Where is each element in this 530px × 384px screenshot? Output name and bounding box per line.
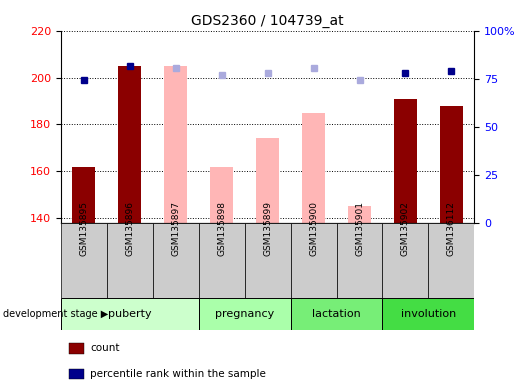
Text: count: count [90, 343, 119, 353]
Bar [245, 223, 290, 298]
Bar [69, 369, 84, 379]
Bar [256, 138, 279, 223]
Text: GSM135898: GSM135898 [217, 202, 226, 257]
Bar [337, 223, 383, 298]
Bar [153, 223, 199, 298]
Text: lactation: lactation [312, 309, 361, 319]
Bar [383, 298, 474, 330]
Text: GSM135896: GSM135896 [126, 202, 134, 257]
Text: involution: involution [401, 309, 456, 319]
Bar [290, 223, 337, 298]
Bar [61, 223, 107, 298]
Text: development stage ▶: development stage ▶ [3, 309, 108, 319]
Text: GSM135900: GSM135900 [309, 202, 318, 257]
Text: GSM135897: GSM135897 [171, 202, 180, 257]
Bar [210, 167, 233, 223]
Bar [428, 223, 474, 298]
Bar [107, 223, 153, 298]
Bar [440, 106, 463, 223]
Text: GSM135902: GSM135902 [401, 202, 410, 257]
Bar [199, 223, 245, 298]
Bar [61, 298, 199, 330]
Bar [348, 206, 371, 223]
Title: GDS2360 / 104739_at: GDS2360 / 104739_at [191, 14, 344, 28]
Text: GSM136112: GSM136112 [447, 202, 456, 257]
Bar [164, 66, 187, 223]
Text: GSM135901: GSM135901 [355, 202, 364, 257]
Bar [118, 66, 142, 223]
Text: percentile rank within the sample: percentile rank within the sample [90, 369, 266, 379]
Bar [69, 343, 84, 354]
Text: pregnancy: pregnancy [215, 309, 275, 319]
Text: GSM135899: GSM135899 [263, 202, 272, 257]
Bar [290, 298, 383, 330]
Bar [383, 223, 428, 298]
Text: GSM135895: GSM135895 [80, 202, 89, 257]
Bar [302, 113, 325, 223]
Text: puberty: puberty [108, 309, 152, 319]
Bar [394, 99, 417, 223]
Bar [199, 298, 290, 330]
Bar [73, 167, 95, 223]
